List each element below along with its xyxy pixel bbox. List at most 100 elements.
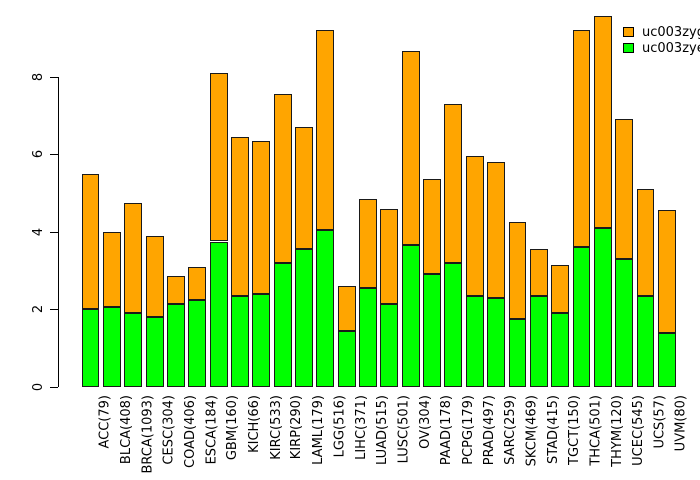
x-axis-label: COAD(406) xyxy=(182,395,198,468)
bar-segment-uc003zye-LAML(179) xyxy=(295,249,313,387)
bar-segment-uc003zye-SKCM(469) xyxy=(508,319,527,387)
bar-segment-uc003zyg-SARC(259) xyxy=(487,161,505,298)
bar-segment-uc003zyg-LAML(179) xyxy=(295,127,313,250)
x-axis-label: CESC(304) xyxy=(161,395,177,465)
bar-segment-uc003zyg-PCPG(179) xyxy=(444,103,463,263)
bar-segment-uc003zye-KICH(66) xyxy=(231,295,249,387)
x-axis-label: PRAD(497) xyxy=(481,395,497,466)
y-axis-tick-label: 2 xyxy=(31,305,46,314)
x-axis-label: ACC(79) xyxy=(97,395,113,449)
bar-segment-uc003zyg-ACC(79) xyxy=(81,173,100,310)
bar-segment-uc003zye-CESC(304) xyxy=(145,317,164,387)
bar-segment-uc003zyg-PAAD(178) xyxy=(423,179,441,275)
x-axis-label: PAAD(178) xyxy=(439,395,455,466)
bar-segment-uc003zyg-UCS(57) xyxy=(636,189,655,296)
bar-segment-uc003zye-STAD(415) xyxy=(529,295,548,387)
bar-segment-uc003zyg-LUSC(501) xyxy=(380,208,399,304)
bar-segment-uc003zye-LIHC(371) xyxy=(337,330,356,387)
bar-segment-uc003zye-PCPG(179) xyxy=(444,262,463,387)
bar-segment-uc003zyg-PRAD(497) xyxy=(465,156,484,296)
bar-segment-uc003zyg-SKCM(469) xyxy=(508,222,527,320)
x-axis-label: UCEC(545) xyxy=(631,395,647,466)
x-axis-label: KIRP(290) xyxy=(289,395,305,460)
x-axis-label: LGG(516) xyxy=(332,395,348,458)
bar-segment-uc003zye-TGCT(150) xyxy=(551,313,569,387)
x-axis-label: LAML(179) xyxy=(311,395,326,465)
bar-segment-uc003zye-KIRC(533) xyxy=(252,293,271,387)
bar-segment-uc003zye-ACC(79) xyxy=(81,309,100,387)
legend-swatch-green-icon xyxy=(623,43,634,53)
bar-segment-uc003zye-KIRP(290) xyxy=(273,262,292,387)
x-axis-label: SARC(259) xyxy=(503,395,519,465)
x-axis-label: TGCT(150) xyxy=(567,395,583,465)
bar-segment-uc003zyg-OV(304) xyxy=(401,51,420,246)
x-axis-label: SKCM(469) xyxy=(524,395,540,467)
bar-segment-uc003zyg-BRCA(1093) xyxy=(124,202,143,314)
x-axis-label: OV(304) xyxy=(417,395,433,449)
y-axis-tick xyxy=(50,309,58,311)
y-axis-line xyxy=(57,76,59,387)
bar-segment-uc003zye-UCS(57) xyxy=(636,295,655,387)
bar-segment-uc003zyg-GBM(160) xyxy=(209,72,228,242)
bar-segment-uc003zyg-STAD(415) xyxy=(529,249,548,296)
y-axis-tick xyxy=(50,387,58,388)
legend-label: uc003zye xyxy=(642,40,700,56)
bar-segment-uc003zye-SARC(259) xyxy=(487,297,505,387)
bar-segment-uc003zye-BLCA(408) xyxy=(103,307,121,387)
x-axis-label: UCS(57) xyxy=(652,395,668,449)
bar-segment-uc003zyg-ESCA(184) xyxy=(188,266,207,300)
bar-segment-uc003zye-THYM(120) xyxy=(593,227,612,387)
bar-segment-uc003zyg-UCEC(545) xyxy=(615,119,633,259)
bar-segment-uc003zye-THCA(501) xyxy=(572,247,591,387)
bar-segment-uc003zye-UCEC(545) xyxy=(615,258,633,387)
bar-segment-uc003zyg-COAD(406) xyxy=(167,276,185,304)
legend: uc003zyg uc003zye xyxy=(623,24,700,56)
bar-segment-uc003zyg-KIRP(290) xyxy=(273,94,292,263)
y-axis-tick-label: 6 xyxy=(31,150,46,159)
bar-segment-uc003zye-LUSC(501) xyxy=(380,303,399,387)
bar-segment-uc003zye-LGG(516) xyxy=(316,229,335,387)
y-axis-tick-label: 0 xyxy=(31,382,46,392)
legend-item-uc003zye: uc003zye xyxy=(623,40,700,56)
bar-segment-uc003zyg-LGG(516) xyxy=(316,30,335,230)
x-axis-label: ESCA(184) xyxy=(204,395,220,465)
x-axis-label: LUSC(501) xyxy=(396,395,412,464)
bar-segment-uc003zye-PRAD(497) xyxy=(465,295,484,387)
x-axis-label: GBM(160) xyxy=(225,395,241,461)
y-axis-tick xyxy=(50,154,58,156)
x-axis-label: THCA(501) xyxy=(588,395,604,466)
y-axis-tick xyxy=(50,231,58,233)
bar-segment-uc003zyg-LUAD(515) xyxy=(359,198,377,289)
bar-segment-uc003zye-BRCA(1093) xyxy=(124,313,143,387)
x-axis-label: LUAD(515) xyxy=(375,395,391,465)
x-axis-label: LIHC(371) xyxy=(353,395,369,460)
x-axis-label: UVM(80) xyxy=(673,395,689,452)
bar-segment-uc003zye-PAAD(178) xyxy=(423,274,441,387)
bar-segment-uc003zyg-TGCT(150) xyxy=(551,264,569,314)
x-axis-label: STAD(415) xyxy=(545,395,561,465)
x-axis-label: PCPG(179) xyxy=(460,395,476,465)
legend-swatch-orange-icon xyxy=(623,27,634,37)
x-axis-label: BLCA(408) xyxy=(118,395,134,465)
bar-segment-uc003zye-GBM(160) xyxy=(209,241,228,387)
x-axis-label: KICH(66) xyxy=(246,395,262,453)
x-axis-label: KIRC(533) xyxy=(268,395,284,460)
bar-segment-uc003zye-LUAD(515) xyxy=(359,288,377,387)
bar-segment-uc003zyg-CESC(304) xyxy=(145,235,164,318)
x-axis-label: THYM(120) xyxy=(609,395,625,467)
x-axis-label: BRCA(1093) xyxy=(140,395,156,474)
bar-segment-uc003zye-UVM(80) xyxy=(657,332,676,387)
y-axis-tick-label: 8 xyxy=(31,72,46,81)
y-axis-tick-label: 4 xyxy=(31,227,46,236)
bar-segment-uc003zye-OV(304) xyxy=(401,245,420,387)
bar-segment-uc003zyg-UVM(80) xyxy=(657,210,676,333)
bar-segment-uc003zye-COAD(406) xyxy=(167,303,185,387)
bar-segment-uc003zyg-LIHC(371) xyxy=(337,286,356,331)
bar-segment-uc003zyg-THCA(501) xyxy=(572,30,591,248)
bar-segment-uc003zyg-BLCA(408) xyxy=(103,231,121,308)
y-axis-tick xyxy=(50,76,58,78)
bar-segment-uc003zye-ESCA(184) xyxy=(188,299,207,387)
bar-segment-uc003zyg-KIRC(533) xyxy=(252,140,271,294)
legend-item-uc003zyg: uc003zyg xyxy=(623,24,700,40)
